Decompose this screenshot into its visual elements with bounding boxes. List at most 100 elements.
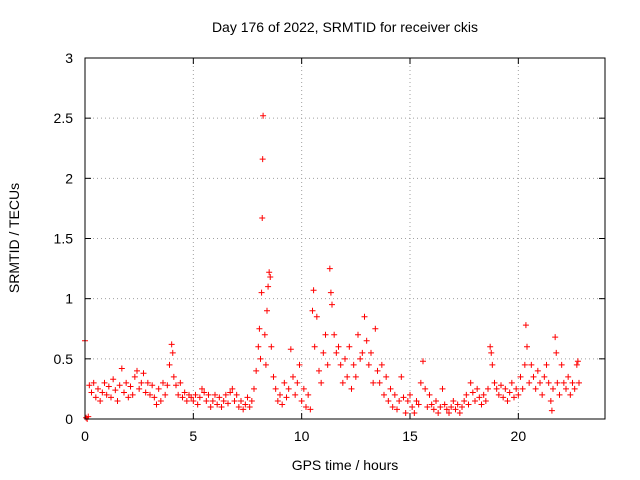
data-point	[498, 382, 504, 389]
data-point	[277, 391, 283, 398]
data-point	[196, 394, 203, 401]
data-point	[261, 331, 268, 338]
data-point	[287, 346, 294, 353]
data-point	[116, 382, 123, 389]
data-point	[103, 391, 110, 398]
data-point	[385, 397, 392, 404]
x-tick-label: 0	[81, 428, 89, 444]
data-point	[398, 373, 405, 380]
data-point	[134, 367, 140, 374]
data-point	[305, 391, 312, 398]
data-point	[339, 379, 346, 386]
data-point	[279, 401, 286, 408]
data-point	[199, 385, 205, 392]
data-point	[493, 385, 500, 392]
y-tick-label: 0.5	[54, 351, 74, 367]
data-point	[270, 373, 277, 380]
data-point	[563, 385, 569, 392]
data-point	[149, 382, 156, 389]
data-point	[129, 391, 136, 398]
data-point	[231, 397, 238, 404]
data-point	[326, 265, 333, 272]
data-point	[552, 334, 559, 341]
data-point	[415, 401, 422, 408]
data-point	[368, 349, 374, 356]
data-point	[95, 385, 101, 392]
data-point	[179, 394, 186, 401]
data-point	[242, 401, 249, 408]
data-point	[456, 409, 463, 416]
data-point	[348, 385, 355, 392]
data-point	[420, 358, 426, 365]
data-point	[110, 376, 117, 383]
data-point	[175, 391, 182, 398]
data-point	[274, 397, 281, 404]
data-point	[463, 391, 470, 398]
data-point	[131, 373, 138, 380]
data-point	[303, 403, 309, 410]
data-point	[127, 383, 134, 390]
data-point	[248, 397, 255, 404]
data-point	[491, 379, 498, 386]
data-point	[300, 385, 307, 392]
data-point	[136, 385, 143, 392]
data-point	[413, 397, 420, 404]
data-point	[266, 269, 273, 276]
data-point	[310, 287, 317, 294]
data-point	[138, 379, 145, 386]
data-point	[372, 325, 379, 332]
data-point	[448, 403, 455, 410]
data-point	[316, 367, 322, 374]
data-point	[153, 401, 160, 408]
data-point	[329, 301, 335, 308]
data-point	[446, 409, 452, 416]
data-point	[437, 403, 444, 410]
data-point	[290, 373, 296, 380]
data-point	[268, 343, 275, 350]
data-point	[320, 349, 327, 356]
y-tick-label: 3	[65, 50, 73, 66]
data-point	[469, 389, 476, 396]
data-point	[311, 343, 318, 350]
data-point	[218, 403, 225, 410]
data-point	[105, 383, 112, 390]
data-point	[216, 394, 223, 401]
data-point	[450, 397, 457, 404]
data-point	[524, 343, 530, 350]
data-point	[376, 379, 383, 386]
data-point	[543, 361, 550, 368]
data-point	[188, 394, 195, 401]
data-point	[244, 394, 251, 401]
data-point	[233, 391, 240, 398]
data-point	[177, 379, 184, 386]
data-point	[522, 322, 529, 329]
x-tick-label: 20	[511, 428, 527, 444]
data-point	[335, 343, 342, 350]
data-point	[515, 391, 522, 398]
data-point	[467, 379, 474, 386]
data-point	[383, 373, 390, 380]
data-point	[487, 343, 494, 350]
data-point	[170, 373, 177, 380]
data-point	[253, 367, 260, 374]
data-point	[548, 407, 555, 414]
data-point	[307, 406, 314, 413]
data-point	[528, 361, 535, 368]
data-point	[545, 379, 552, 386]
x-tick-label: 15	[402, 428, 418, 444]
data-point	[183, 397, 190, 404]
data-point	[238, 397, 244, 404]
y-tick-label: 0	[65, 411, 73, 427]
data-point	[258, 289, 265, 296]
data-point	[495, 391, 502, 398]
data-point	[337, 361, 344, 368]
data-point	[331, 331, 338, 338]
data-point	[212, 391, 218, 398]
x-axis-label: GPS time / hours	[292, 457, 399, 473]
y-tick-label: 1.5	[54, 231, 74, 247]
data-point	[97, 397, 104, 404]
data-point	[151, 394, 158, 401]
data-point	[417, 379, 424, 386]
data-point	[214, 401, 221, 408]
data-point	[422, 385, 429, 392]
